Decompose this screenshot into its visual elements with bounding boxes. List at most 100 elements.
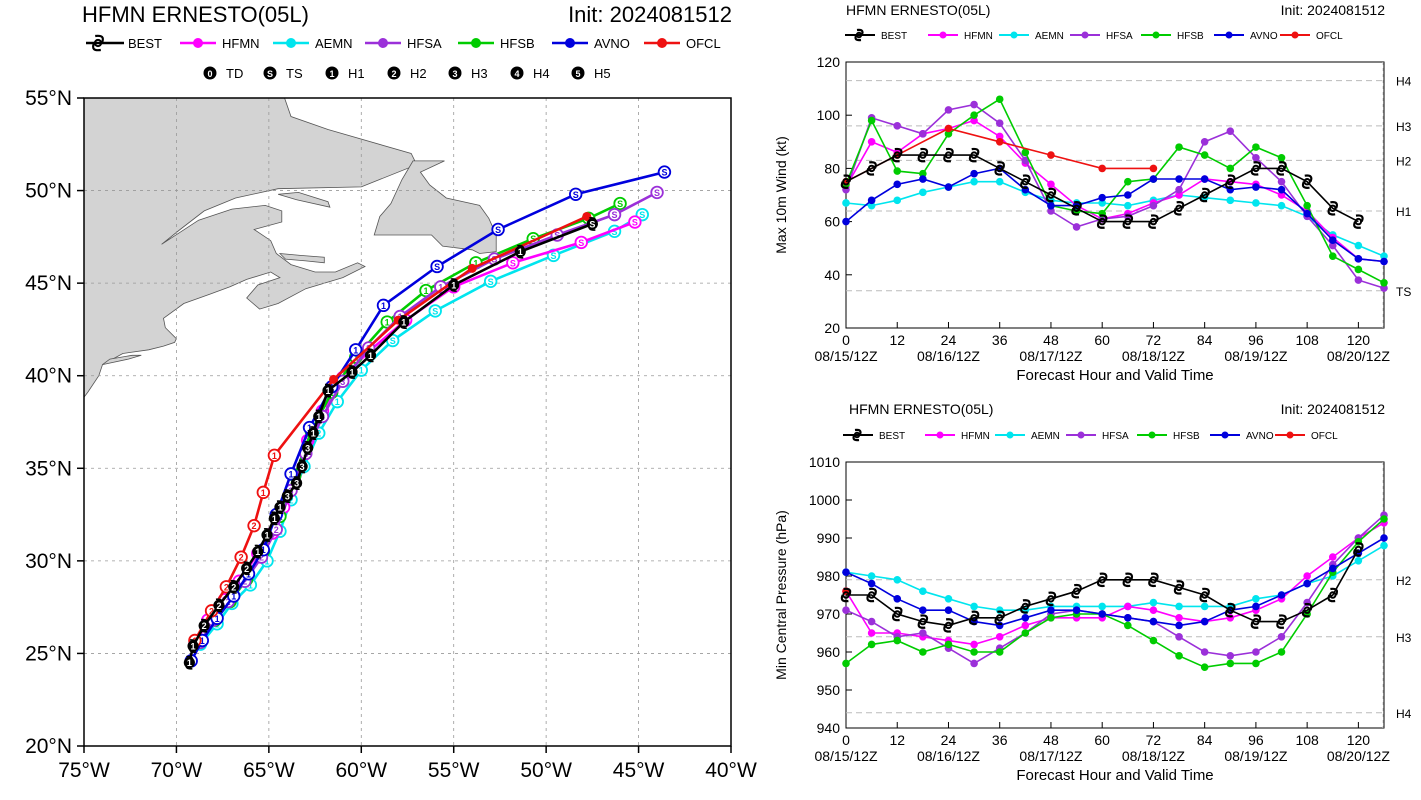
xtick-label: 48	[1043, 332, 1059, 348]
best-data-point	[891, 147, 903, 163]
best-data-point-arm	[968, 617, 977, 626]
best-data-point	[840, 174, 852, 189]
best-data-point-arm	[869, 161, 877, 169]
best-data-point-arm	[1278, 614, 1287, 623]
wind-chart: HFMN ERNESTO(05L) Init: 2024081512 BEST HFM…	[773, 2, 1412, 384]
legend-marker-ofcl	[1286, 431, 1294, 439]
data-point-avno	[1252, 602, 1260, 611]
legend-marker-aemn	[1010, 31, 1018, 39]
data-point-hfsb	[1200, 663, 1209, 671]
best-data-point-arm	[1176, 201, 1185, 209]
best-data-point	[1122, 572, 1134, 588]
best-data-point-arm	[1327, 594, 1336, 603]
map-ytick-label: 35°N	[25, 457, 72, 480]
best-data-point-arm	[994, 617, 1003, 626]
data-point-hfsa	[1252, 153, 1260, 162]
data-point-aemn	[842, 199, 850, 207]
best-data-point	[1276, 614, 1287, 629]
intensity-label-h5: H5	[594, 66, 611, 81]
series-line-hfsb	[845, 98, 1385, 284]
track-point-symbol: 1	[335, 397, 340, 407]
ytick-label: 120	[817, 54, 841, 70]
date-label: 08/18/12Z	[1122, 348, 1185, 364]
best-data-point-eye	[1124, 217, 1132, 226]
map-ytick-label: 55°N	[25, 87, 72, 110]
data-point-hfsa	[1226, 127, 1235, 135]
data-point-hfsb	[867, 640, 876, 649]
data-point-hfmn	[867, 138, 876, 146]
panel-title: HFMN ERNESTO(05L)	[846, 2, 990, 18]
best-data-point-eye	[893, 151, 901, 159]
best-data-point-arm	[943, 624, 952, 633]
best-data-point-arm	[866, 167, 875, 176]
best-data-point	[1148, 214, 1159, 229]
series-best	[840, 147, 1364, 229]
legend-label-ofcl: OFCL	[1311, 431, 1338, 442]
best-track-point	[448, 279, 460, 291]
legend-marker-ofcl	[657, 38, 667, 48]
best-track-icon	[852, 428, 862, 442]
track-point-symbol: 1	[187, 658, 192, 668]
best-data-point	[1301, 174, 1313, 189]
best-data-point	[1327, 201, 1339, 216]
series-line-hfsa	[845, 103, 1385, 289]
data-point-hfmn	[1021, 621, 1030, 630]
map-xtick-label: 65°W	[243, 759, 295, 782]
track-point-symbol: 2	[231, 582, 236, 592]
xtick-label: 12	[889, 732, 905, 748]
ytick-label: 940	[817, 720, 841, 736]
best-data-point	[1020, 599, 1031, 614]
best-data-point-arm	[1045, 598, 1054, 607]
track-point-symbol: S	[639, 210, 645, 220]
map-xtick-label: 75°W	[58, 759, 110, 782]
data-point-hfsb	[867, 116, 876, 125]
data-point-hfmn	[995, 132, 1004, 141]
legend-label-best: BEST	[128, 36, 162, 51]
best-data-point-arm	[1074, 201, 1082, 209]
best-data-point-arm	[1099, 572, 1108, 581]
map-grid	[84, 98, 731, 746]
best-data-point-arm	[1148, 579, 1156, 588]
best-data-point-arm	[1096, 579, 1105, 588]
track-point-avno	[430, 259, 444, 274]
best-data-point-eye	[996, 614, 1004, 622]
xtick-label: 96	[1248, 732, 1264, 748]
best-data-point-arm	[1250, 167, 1259, 176]
best-data-point-arm	[971, 610, 980, 619]
best-data-point	[917, 614, 929, 629]
track-point-symbol: S	[530, 234, 536, 244]
legend-marker-avno	[1221, 431, 1229, 439]
xtick-label: 12	[889, 332, 905, 348]
track-point-avno	[349, 343, 363, 357]
data-point-hfsb	[1277, 153, 1286, 162]
track-point-ofcl	[256, 485, 271, 500]
track-point-symbol: S	[488, 277, 494, 287]
best-data-point-eye	[970, 151, 978, 159]
track-point-symbol: 1	[289, 469, 294, 479]
data-point-aemn	[1098, 199, 1106, 207]
ytick-label: 60	[824, 214, 840, 230]
data-point-aemn	[1354, 241, 1363, 250]
best-data-point-arm	[945, 618, 954, 626]
best-data-point-eye	[1200, 591, 1209, 599]
best-data-point-arm	[1074, 583, 1082, 592]
intensity-symbol-h5	[571, 66, 585, 80]
track-point-symbol: 1	[248, 580, 253, 590]
data-point-avno	[1380, 257, 1388, 266]
best-data-point-eye	[1252, 164, 1260, 173]
best-data-point-eye	[1277, 617, 1286, 626]
map-frame	[83, 97, 732, 747]
best-track-point	[307, 427, 319, 439]
legend-label-aemn: AEMN	[1031, 431, 1060, 442]
ytick-label: 40	[824, 267, 840, 283]
data-point-hfsb	[1303, 201, 1311, 210]
best-track-point	[268, 512, 281, 524]
best-data-point-arm	[1048, 187, 1057, 196]
data-point-hfmn	[1175, 614, 1183, 622]
best-data-point-arm	[1202, 187, 1210, 196]
best-data-point-eye	[944, 151, 953, 159]
best-data-point	[1096, 214, 1108, 229]
best-track-point	[187, 640, 199, 652]
best-track-point	[302, 442, 314, 454]
best-data-point-arm	[1125, 572, 1134, 581]
